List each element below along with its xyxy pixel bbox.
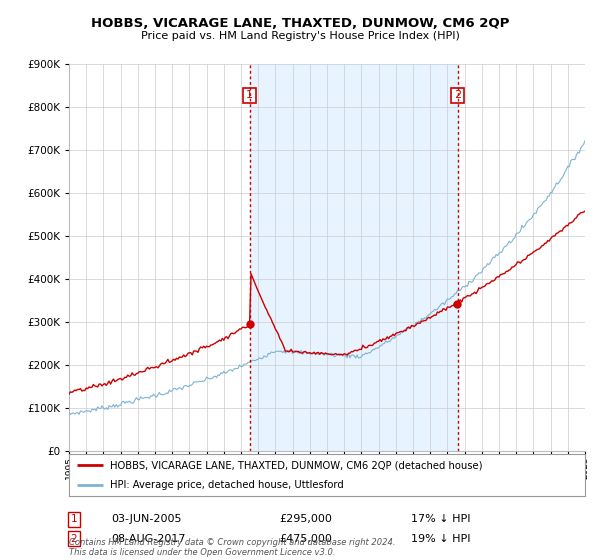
Text: 08-AUG-2017: 08-AUG-2017 xyxy=(111,534,185,544)
Text: 2: 2 xyxy=(454,90,461,100)
Text: 03-JUN-2005: 03-JUN-2005 xyxy=(111,514,182,524)
Text: 1: 1 xyxy=(246,90,253,100)
Text: 1: 1 xyxy=(70,514,77,524)
Text: 17% ↓ HPI: 17% ↓ HPI xyxy=(411,514,470,524)
Text: £295,000: £295,000 xyxy=(279,514,332,524)
Text: £475,000: £475,000 xyxy=(279,534,332,544)
Text: Contains HM Land Registry data © Crown copyright and database right 2024.
This d: Contains HM Land Registry data © Crown c… xyxy=(69,538,395,557)
Text: HOBBS, VICARAGE LANE, THAXTED, DUNMOW, CM6 2QP (detached house): HOBBS, VICARAGE LANE, THAXTED, DUNMOW, C… xyxy=(110,460,483,470)
Text: 2: 2 xyxy=(70,534,77,544)
Text: 19% ↓ HPI: 19% ↓ HPI xyxy=(411,534,470,544)
Text: HOBBS, VICARAGE LANE, THAXTED, DUNMOW, CM6 2QP: HOBBS, VICARAGE LANE, THAXTED, DUNMOW, C… xyxy=(91,17,509,30)
Text: Price paid vs. HM Land Registry's House Price Index (HPI): Price paid vs. HM Land Registry's House … xyxy=(140,31,460,41)
Text: HPI: Average price, detached house, Uttlesford: HPI: Average price, detached house, Uttl… xyxy=(110,480,344,490)
Bar xyxy=(250,64,458,451)
